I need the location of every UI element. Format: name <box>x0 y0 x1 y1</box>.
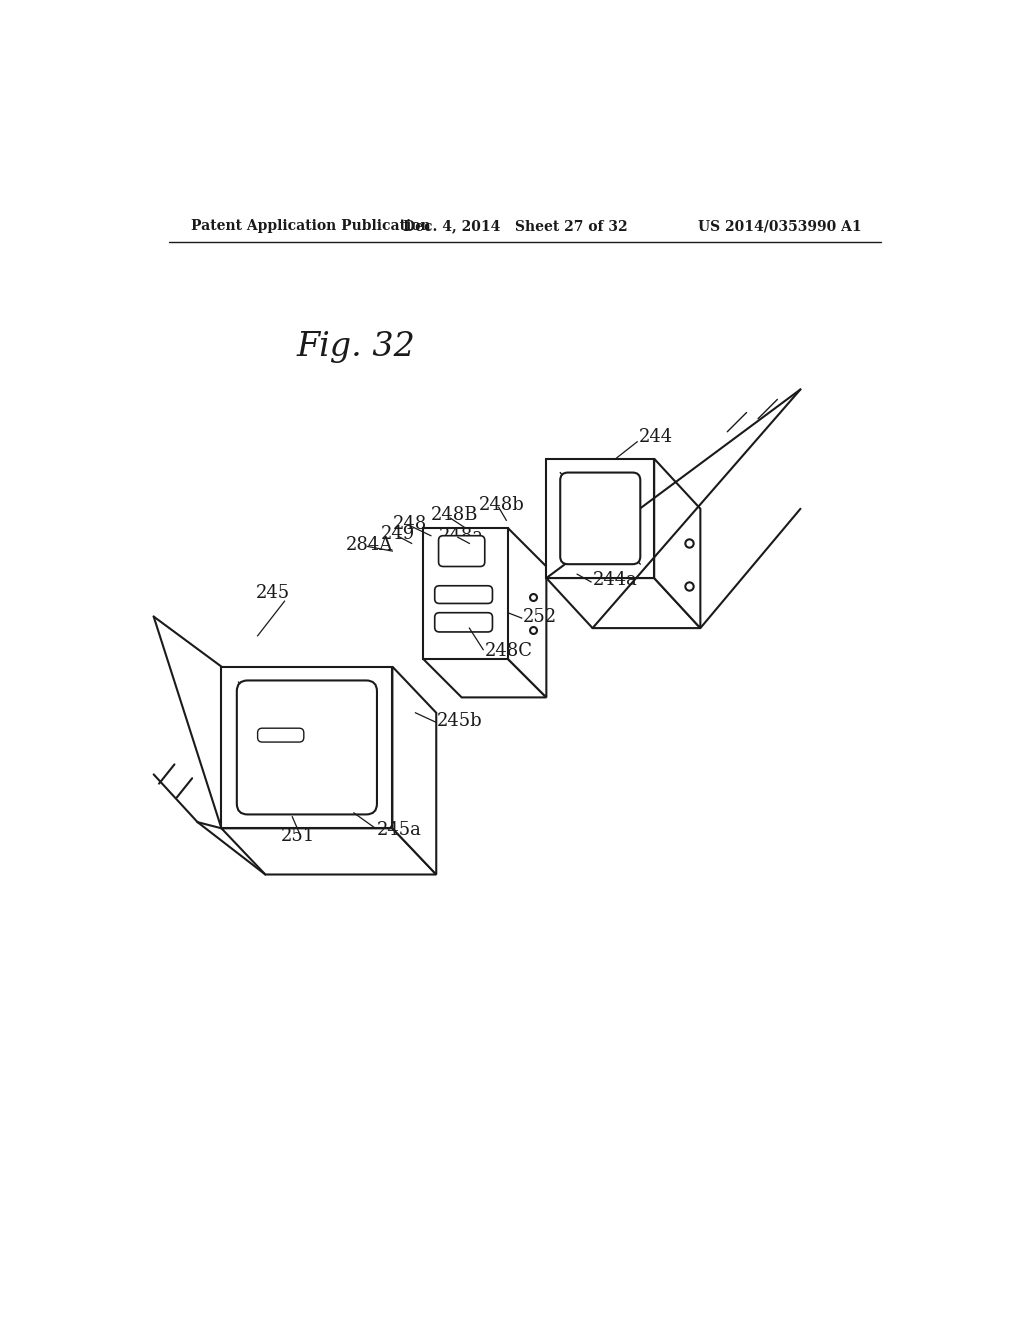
Text: 248: 248 <box>392 515 427 533</box>
FancyBboxPatch shape <box>258 729 304 742</box>
Text: Dec. 4, 2014   Sheet 27 of 32: Dec. 4, 2014 Sheet 27 of 32 <box>403 219 628 234</box>
Text: 284A: 284A <box>346 536 393 554</box>
Text: Patent Application Publication: Patent Application Publication <box>190 219 430 234</box>
Text: 248b: 248b <box>478 496 524 513</box>
Text: 252: 252 <box>523 607 557 626</box>
Text: 245: 245 <box>256 585 290 602</box>
Text: Fig. 32: Fig. 32 <box>296 331 415 363</box>
Text: 248C: 248C <box>484 643 532 660</box>
Text: 249: 249 <box>381 525 415 543</box>
Polygon shape <box>423 659 547 697</box>
Text: 244a: 244a <box>593 572 637 589</box>
FancyBboxPatch shape <box>435 586 493 603</box>
FancyBboxPatch shape <box>560 473 640 564</box>
Polygon shape <box>221 829 436 874</box>
Text: 248B: 248B <box>431 506 478 524</box>
Text: US 2014/0353990 A1: US 2014/0353990 A1 <box>698 219 862 234</box>
Polygon shape <box>654 459 700 628</box>
Polygon shape <box>423 528 508 659</box>
Text: 251: 251 <box>281 828 315 845</box>
Text: 244: 244 <box>639 428 673 446</box>
Polygon shape <box>547 459 654 578</box>
Text: 248a: 248a <box>438 527 483 545</box>
Polygon shape <box>392 667 436 874</box>
Polygon shape <box>508 528 547 697</box>
Text: 245b: 245b <box>437 711 482 730</box>
Polygon shape <box>221 667 392 829</box>
Text: 245a: 245a <box>377 821 422 838</box>
FancyBboxPatch shape <box>435 612 493 632</box>
Polygon shape <box>547 578 700 628</box>
FancyBboxPatch shape <box>438 536 484 566</box>
FancyBboxPatch shape <box>237 681 377 814</box>
